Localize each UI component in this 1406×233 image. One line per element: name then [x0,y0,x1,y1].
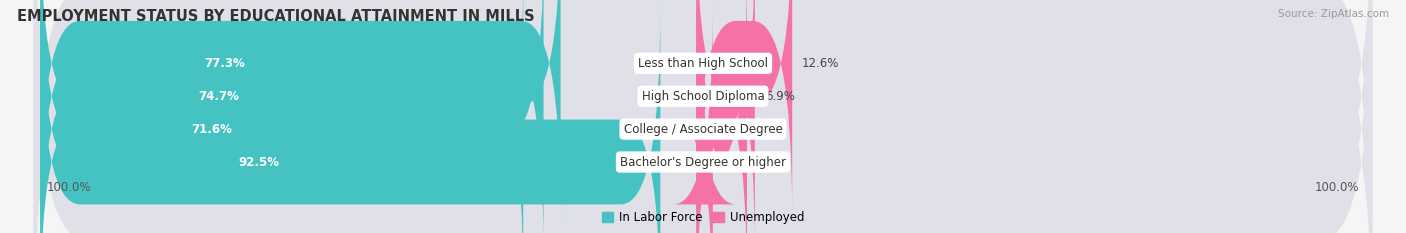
Text: 100.0%: 100.0% [46,181,91,194]
Text: Less than High School: Less than High School [638,57,768,70]
Text: Source: ZipAtlas.com: Source: ZipAtlas.com [1278,9,1389,19]
FancyBboxPatch shape [41,0,544,233]
Text: College / Associate Degree: College / Associate Degree [624,123,782,136]
Text: 5.7%: 5.7% [756,123,786,136]
Text: 12.6%: 12.6% [801,57,839,70]
FancyBboxPatch shape [41,0,561,218]
FancyBboxPatch shape [41,0,523,233]
FancyBboxPatch shape [673,7,735,233]
Text: High School Diploma: High School Diploma [641,90,765,103]
Text: 74.7%: 74.7% [198,90,239,103]
Text: EMPLOYMENT STATUS BY EDUCATIONAL ATTAINMENT IN MILLS: EMPLOYMENT STATUS BY EDUCATIONAL ATTAINM… [17,9,534,24]
Text: 100.0%: 100.0% [1315,181,1360,194]
Legend: In Labor Force, Unemployed: In Labor Force, Unemployed [598,206,808,229]
Text: 71.6%: 71.6% [191,123,232,136]
Text: 6.9%: 6.9% [765,90,794,103]
FancyBboxPatch shape [34,0,1372,233]
Text: 77.3%: 77.3% [204,57,245,70]
FancyBboxPatch shape [696,0,755,233]
FancyBboxPatch shape [34,0,1372,233]
FancyBboxPatch shape [696,0,792,218]
FancyBboxPatch shape [34,0,1372,233]
Text: 0.0%: 0.0% [720,155,749,168]
FancyBboxPatch shape [34,0,1372,233]
Text: 92.5%: 92.5% [239,155,280,168]
FancyBboxPatch shape [41,7,661,233]
Text: Bachelor's Degree or higher: Bachelor's Degree or higher [620,155,786,168]
FancyBboxPatch shape [696,0,747,233]
